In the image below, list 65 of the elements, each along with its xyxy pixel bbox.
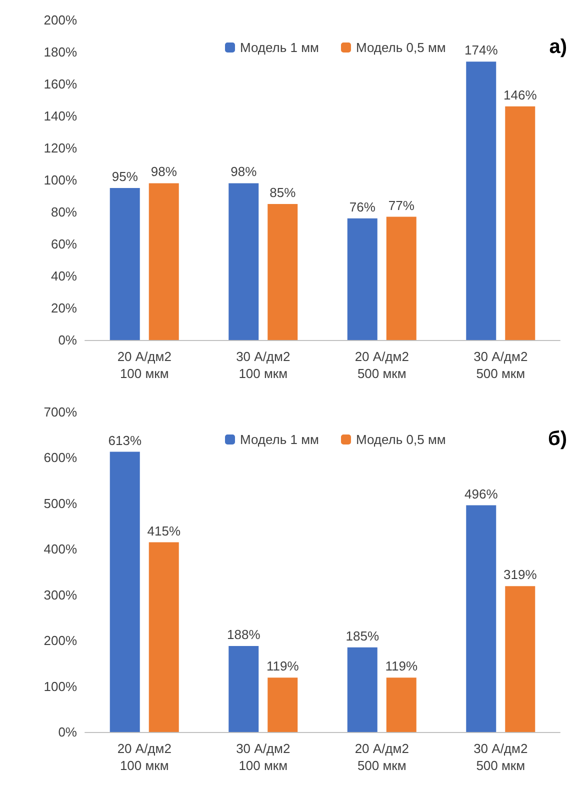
legend-label: Модель 0,5 мм [356,40,446,55]
bar [228,183,259,340]
bar [347,647,378,732]
y-tick-label: 160% [44,76,78,92]
text: а) [549,36,568,58]
data-label: 496% [464,486,498,502]
data-label: 98% [230,164,258,180]
y-tick-label: 60% [50,236,78,252]
legend-label: Модель 0,5 мм [356,432,446,447]
y-tick-label: 140% [44,108,78,124]
y-tick-label: 200% [44,633,78,648]
legend-label: Модель 1 мм [240,40,320,55]
y-tick-label: 0% [58,332,78,348]
text: б) [548,428,567,450]
x-tick-label: 20 А/дм2 100 мкм [117,349,172,381]
data-label: 77% [388,198,415,213]
y-tick-label: 0% [58,724,78,740]
bar [386,216,416,340]
y-tick-label: 300% [44,587,78,602]
y-tick-label: 700% [44,404,78,420]
bar [148,183,179,340]
data-label: 85% [270,185,296,200]
bar [110,452,140,732]
x-tick-label: 30 А/дм2 100 мкм [236,741,290,773]
bar [466,505,496,732]
data-label: 188% [227,627,261,642]
data-label: 98% [150,164,178,180]
y-tick-label: 20% [50,300,78,316]
y-tick-label: 600% [44,450,78,466]
legend-label: Модель 1 мм [240,432,320,447]
y-tick-label: 120% [44,140,78,156]
x-tick-label: 30 А/дм2 100 мкм [236,349,290,381]
data-label: 119% [385,658,418,674]
data-label: 415% [147,523,181,538]
data-label: 76% [349,199,376,214]
y-tick-label: 400% [44,542,78,557]
data-label: 95% [112,169,138,184]
bar [386,678,416,732]
y-tick-label: 100% [44,172,78,188]
y-tick-label: 100% [44,678,78,694]
x-tick-label: 20 А/дм2 100 мкм [117,741,172,773]
x-tick-label: 30 А/дм2 500 мкм [474,741,528,773]
data-label: 119% [266,658,300,674]
data-label: 319% [504,567,538,582]
y-tick-label: 500% [44,496,78,511]
bar [228,646,259,732]
y-tick-label: 180% [44,44,78,60]
bar [268,678,298,732]
data-label: 613% [108,432,142,448]
bar [148,542,179,732]
x-tick-label: 20 А/дм2 500 мкм [354,349,409,381]
x-tick-label: 20 А/дм2 500 мкм [354,741,409,773]
bar [110,188,140,340]
y-tick-label: 80% [50,204,78,220]
y-tick-label: 200% [44,12,78,28]
bar [505,106,536,340]
bar [466,62,496,340]
data-label: 185% [346,628,380,644]
data-label: 174% [464,42,498,58]
y-tick-label: 40% [50,268,78,284]
bar [347,218,378,340]
data-label: 146% [504,87,538,102]
bar [268,204,298,340]
bar [505,586,536,732]
x-tick-label: 30 А/дм2 500 мкм [474,349,528,381]
